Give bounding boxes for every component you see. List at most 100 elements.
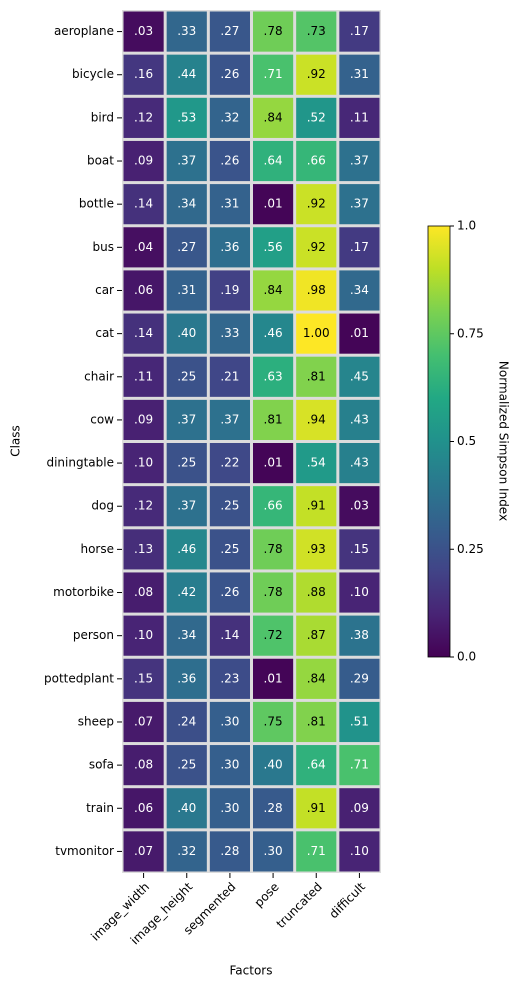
heatmap-cell bbox=[166, 486, 207, 527]
cell-label: .37 bbox=[177, 499, 196, 513]
y-tick-label: horse bbox=[80, 542, 114, 556]
cell-label: .26 bbox=[220, 585, 239, 599]
heatmap-cell bbox=[166, 745, 207, 786]
heatmap-cell bbox=[296, 184, 337, 225]
cell-label: .07 bbox=[134, 714, 153, 728]
colorbar-tick-label: 0.5 bbox=[457, 434, 476, 448]
cell-label: .27 bbox=[220, 24, 239, 38]
heatmap-cell bbox=[296, 443, 337, 484]
cell-label: .46 bbox=[177, 542, 196, 556]
colorbar-tick-label: 0.0 bbox=[457, 650, 476, 664]
heatmap-cell bbox=[253, 831, 294, 872]
y-tick-label: bicycle bbox=[72, 67, 114, 81]
cell-label: .15 bbox=[350, 542, 369, 556]
heatmap-cell bbox=[123, 184, 164, 225]
cell-label: .30 bbox=[220, 758, 239, 772]
cell-label: .09 bbox=[350, 801, 369, 815]
cell-label: .34 bbox=[177, 197, 196, 211]
heatmap-cell bbox=[253, 658, 294, 699]
cell-label: .24 bbox=[177, 714, 196, 728]
cell-label: .15 bbox=[134, 671, 153, 685]
colorbar bbox=[427, 225, 451, 658]
heatmap-cell bbox=[123, 356, 164, 397]
cell-label: .33 bbox=[177, 24, 196, 38]
heatmap-cell bbox=[123, 701, 164, 743]
cell-label: .22 bbox=[220, 456, 239, 470]
cell-label: .28 bbox=[264, 801, 283, 815]
cell-label: .40 bbox=[177, 326, 196, 340]
cell-label: .01 bbox=[350, 326, 369, 340]
cell-label: .91 bbox=[307, 499, 326, 513]
heatmap-cell bbox=[166, 184, 207, 225]
cell-label: .16 bbox=[134, 67, 153, 81]
heatmap-cell bbox=[296, 572, 337, 613]
cell-label: .12 bbox=[134, 499, 153, 513]
cell-label: .12 bbox=[134, 110, 153, 124]
heatmap-cell bbox=[123, 227, 164, 268]
cell-label: .10 bbox=[134, 628, 153, 642]
heatmap-cell bbox=[296, 270, 337, 311]
cell-label: .81 bbox=[307, 369, 326, 383]
cell-label: .07 bbox=[134, 844, 153, 858]
cell-label: .78 bbox=[264, 542, 283, 556]
heatmap-cell bbox=[123, 313, 164, 354]
heatmap-cell bbox=[209, 356, 250, 397]
heatmap-cell bbox=[209, 443, 250, 484]
heatmap-cell bbox=[166, 831, 207, 872]
heatmap-cell bbox=[123, 140, 164, 182]
cell-label: .03 bbox=[134, 24, 153, 38]
cell-label: .64 bbox=[264, 154, 283, 168]
cell-label: .06 bbox=[134, 283, 153, 297]
cell-label: .71 bbox=[307, 844, 326, 858]
cell-label: .08 bbox=[134, 758, 153, 772]
cell-label: .51 bbox=[350, 714, 369, 728]
heatmap-cell bbox=[166, 788, 207, 829]
cell-label: 1.00 bbox=[303, 326, 330, 340]
cell-label: .52 bbox=[307, 110, 326, 124]
cell-label: .45 bbox=[350, 369, 369, 383]
heatmap-cell bbox=[166, 356, 207, 397]
cell-label: .78 bbox=[264, 24, 283, 38]
heatmap-cell bbox=[339, 443, 380, 484]
y-tick-label: sofa bbox=[89, 758, 114, 772]
y-tick-label: tvmonitor bbox=[55, 844, 114, 858]
cell-label: .19 bbox=[220, 283, 239, 297]
heatmap-cell bbox=[253, 97, 294, 138]
cell-label: .91 bbox=[307, 801, 326, 815]
heatmap-cell bbox=[296, 486, 337, 527]
heatmap-cell bbox=[296, 227, 337, 268]
heatmap-cell bbox=[296, 788, 337, 829]
cell-label: .25 bbox=[177, 758, 196, 772]
heatmap-cell bbox=[209, 486, 250, 527]
heatmap-cell bbox=[166, 140, 207, 182]
y-tick-label: chair bbox=[84, 369, 114, 383]
heatmap-cell bbox=[296, 97, 337, 138]
heatmap-cell bbox=[166, 54, 207, 95]
y-axis-label: Class bbox=[9, 425, 23, 457]
cell-label: .81 bbox=[264, 412, 283, 426]
heatmap-cell bbox=[166, 443, 207, 484]
heatmap-cell bbox=[253, 313, 294, 354]
cell-label: .66 bbox=[264, 499, 283, 513]
heatmap-cell bbox=[339, 184, 380, 225]
x-tick-label: pose bbox=[252, 880, 282, 910]
colorbar-tick-label: 0.25 bbox=[457, 542, 484, 556]
heatmap-cell bbox=[209, 658, 250, 699]
y-tick-label: bottle bbox=[79, 197, 114, 211]
cell-label: .10 bbox=[350, 585, 369, 599]
y-tick-label: cow bbox=[90, 412, 114, 426]
cell-label: .43 bbox=[350, 456, 369, 470]
heatmap-cell bbox=[123, 443, 164, 484]
heatmap-cell bbox=[339, 572, 380, 613]
y-tick-label: dog bbox=[91, 499, 114, 513]
cell-label: .43 bbox=[350, 412, 369, 426]
heatmap-cell bbox=[253, 270, 294, 311]
cell-label: .17 bbox=[350, 24, 369, 38]
heatmap-cell bbox=[339, 227, 380, 268]
y-tick-label: pottedplant bbox=[44, 671, 114, 685]
cell-label: .37 bbox=[220, 412, 239, 426]
heatmap-cell bbox=[339, 270, 380, 311]
heatmap-cell bbox=[339, 831, 380, 872]
heatmap-cell bbox=[123, 97, 164, 138]
colorbar-tick-label: 0.75 bbox=[457, 326, 484, 340]
